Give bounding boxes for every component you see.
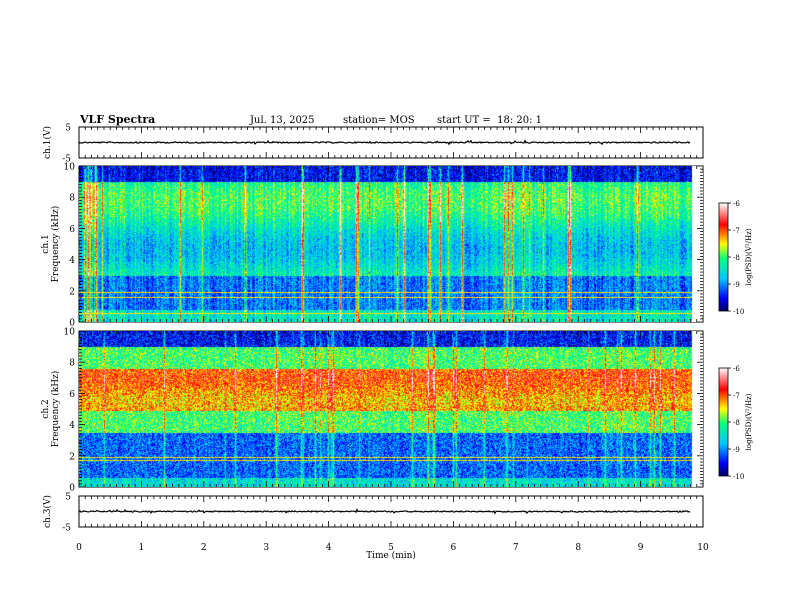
- x-axis-label: Time (min): [366, 550, 416, 561]
- x-tick-label: 9: [638, 543, 644, 553]
- ch3-waveform-ytick-label: 5: [65, 493, 71, 503]
- ch3-waveform-trace: [78, 508, 691, 515]
- ch2-spectrogram-ytick-label: 0: [69, 484, 75, 494]
- ch2-spectrogram-ytick-label: 4: [69, 421, 75, 431]
- ch1-waveform-trace: [78, 139, 691, 146]
- ch1-spectrogram-ylabel: Frequency (kHz): [50, 206, 61, 283]
- ch1-spectrogram-image: [79, 166, 703, 322]
- ch1-spectrogram-channel-label: ch.1: [41, 234, 51, 253]
- ch1-spectrogram-ytick-label: 8: [69, 194, 75, 204]
- ch2-spectrogram-ytick-label: 2: [69, 452, 75, 462]
- ch1-spectrogram-ytick-label: 4: [69, 256, 75, 266]
- station-label: station= MOS: [343, 115, 415, 126]
- ch3-waveform-ylabel: ch.3(V): [42, 495, 53, 528]
- colorbar-1: [718, 202, 729, 312]
- x-tick-label: 6: [451, 543, 457, 553]
- start-time-label: start UT = 18: 20: 1: [437, 115, 543, 126]
- ch3-waveform-ytick-label: -5: [62, 524, 71, 534]
- figure-title: VLF Spectra: [80, 113, 156, 126]
- x-tick-label: 3: [263, 543, 269, 553]
- ch1-spectrogram-ytick-label: 2: [69, 287, 75, 297]
- ch1-spectrogram-ytick-label: 6: [69, 225, 75, 235]
- ch1-waveform-ytick-label: 5: [65, 124, 71, 134]
- colorbar-tick-label: -7: [733, 227, 740, 235]
- x-tick-label: 4: [326, 543, 332, 553]
- colorbar-tick-label: -8: [733, 419, 740, 427]
- colorbar-tick-label: -10: [733, 473, 744, 481]
- ch2-spectrogram-image: [79, 331, 703, 487]
- x-tick-label: 2: [201, 543, 207, 553]
- colorbar-tick-label: -6: [733, 200, 740, 208]
- colorbar-tick-label: -9: [733, 446, 740, 454]
- ch1-waveform-ytick-label: -5: [62, 155, 71, 165]
- colorbar-label: log(PSD)(V²/Hz): [745, 228, 753, 285]
- ch2-spectrogram-ytick-label: 6: [69, 390, 75, 400]
- ch2-spectrogram-ylabel: Frequency (kHz): [50, 371, 61, 448]
- x-tick-label: 1: [139, 543, 145, 553]
- x-tick-label: 7: [513, 543, 519, 553]
- colorbar-label: log(PSD)(V²/Hz): [745, 393, 753, 450]
- date-label: Jul. 13, 2025: [250, 115, 315, 126]
- colorbar-2: [718, 367, 729, 477]
- ch1-spectrogram-ytick-label: 0: [69, 319, 75, 329]
- ch2-spectrogram-channel-label: ch.2: [41, 399, 51, 418]
- x-tick-label: 8: [575, 543, 581, 553]
- ch1-waveform-ylabel: ch.1(V): [42, 126, 53, 159]
- colorbar-tick-label: -7: [733, 392, 740, 400]
- x-tick-label: 10: [697, 543, 709, 553]
- colorbar-tick-label: -10: [733, 308, 744, 316]
- colorbar-tick-label: -6: [733, 365, 740, 373]
- colorbar-tick-label: -9: [733, 281, 740, 289]
- x-tick-label: 5: [388, 543, 394, 553]
- x-tick-label: 0: [76, 543, 82, 553]
- ch2-spectrogram-ytick-label: 10: [64, 328, 76, 338]
- ch2-spectrogram-ytick-label: 8: [69, 359, 75, 369]
- colorbar-tick-label: -8: [733, 254, 740, 262]
- ch1-spectrogram-ytick-label: 10: [64, 163, 76, 173]
